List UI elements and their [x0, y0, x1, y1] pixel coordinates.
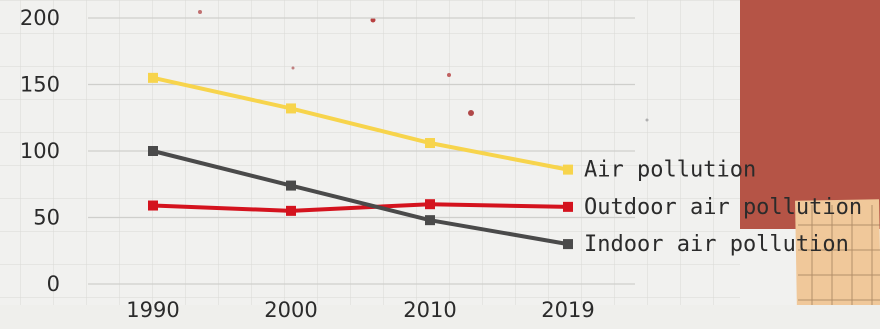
- paper-grid: [0, 0, 740, 329]
- data-point-marker: [563, 201, 573, 212]
- series-line: [151, 202, 570, 213]
- y-axis-ticks: 0 50 100 150 200: [20, 6, 60, 296]
- legend-label: Air pollution: [584, 158, 756, 183]
- x-tick-label: 2019: [541, 298, 594, 322]
- legend-label: Outdoor air pollution: [584, 195, 862, 220]
- data-point-marker: [286, 180, 296, 191]
- series-line: [151, 149, 570, 247]
- decorative-red-block: [740, 0, 880, 229]
- data-point-marker: [425, 199, 435, 210]
- y-tick-label: 100: [20, 139, 60, 163]
- y-tick-label: 200: [20, 6, 60, 30]
- x-axis-ticks: 1990 2000 2010 2019: [126, 298, 594, 322]
- y-tick-label: 50: [33, 206, 60, 230]
- data-point-marker: [425, 138, 435, 149]
- series-line: [151, 75, 570, 172]
- paper-specks: [198, 10, 649, 122]
- data-point-marker: [563, 164, 573, 175]
- x-tick-label: 1990: [126, 298, 179, 322]
- data-point-marker: [148, 200, 158, 211]
- data-point-marker: [425, 215, 435, 226]
- x-tick-label: 2000: [264, 298, 317, 322]
- bottom-strip: [0, 305, 880, 329]
- x-tick-label: 2010: [403, 298, 456, 322]
- data-point-marker: [286, 205, 296, 216]
- data-point-marker: [286, 103, 296, 114]
- y-tick-label: 0: [47, 272, 60, 296]
- y-tick-label: 150: [20, 73, 60, 97]
- series-lines: [148, 72, 573, 250]
- legend: Air pollution Outdoor air pollution Indoor…: [584, 158, 862, 257]
- data-point-marker: [563, 239, 573, 250]
- legend-label: Indoor air pollution: [584, 232, 849, 257]
- decorative-tan-block: [795, 199, 880, 311]
- data-point-marker: [148, 72, 158, 83]
- data-point-marker: [148, 146, 158, 156]
